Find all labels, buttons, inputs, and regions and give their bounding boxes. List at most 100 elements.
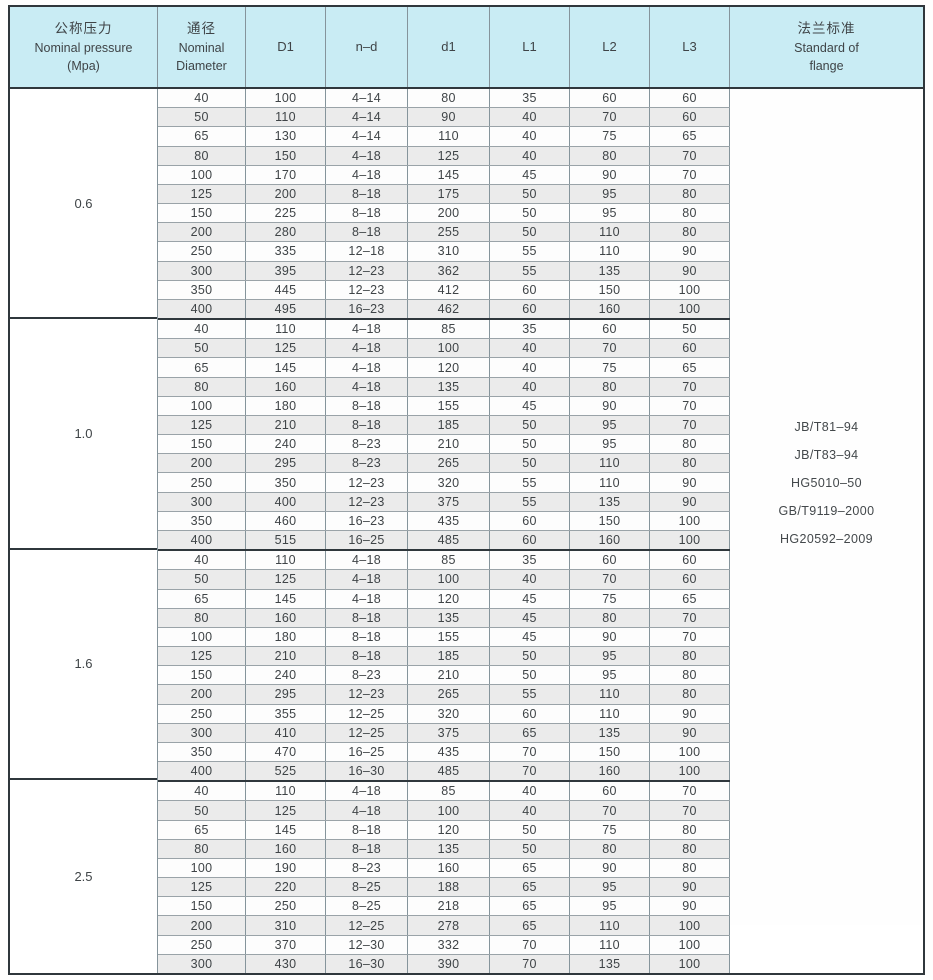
table-cell: 60 xyxy=(490,280,570,299)
table-cell: 70 xyxy=(570,108,650,127)
table-cell: 130 xyxy=(246,127,326,146)
table-cell: 8–18 xyxy=(326,184,408,204)
table-cell: 100 xyxy=(650,916,730,935)
table-cell: 95 xyxy=(570,647,650,666)
table-cell: 70 xyxy=(490,762,570,781)
table-row: 80 160 8–18 135 50 80 80 xyxy=(158,838,730,858)
table-cell: 8–18 xyxy=(326,396,408,415)
table-cell: 65 xyxy=(158,820,246,839)
table-cell: 100 xyxy=(158,396,246,415)
table-cell: 70 xyxy=(490,742,570,762)
table-cell: 150 xyxy=(570,742,650,762)
table-cell: 60 xyxy=(570,782,650,801)
table-cell: 65 xyxy=(650,589,730,608)
header-cell-nominal-pressure: 公称压力 Nominal pressure (Mpa) xyxy=(10,7,158,87)
table-cell: 100 xyxy=(650,954,730,973)
table-cell: 4–14 xyxy=(326,108,408,127)
table-cell: 65 xyxy=(158,127,246,146)
table-cell: 100 xyxy=(650,511,730,530)
header-cell-l3: L3 xyxy=(650,7,730,87)
header-cell-n-d: n–d xyxy=(326,7,408,87)
table-cell: 4–14 xyxy=(326,89,408,108)
table-cell: 460 xyxy=(246,511,326,530)
table-cell: 200 xyxy=(158,454,246,473)
table-cell: 350 xyxy=(158,742,246,762)
table-cell: 160 xyxy=(246,839,326,858)
header-cell-d1-outer: D1 xyxy=(246,7,326,87)
table-cell: 80 xyxy=(408,89,490,108)
table-cell: 40 xyxy=(490,127,570,146)
table-cell: 4–14 xyxy=(326,127,408,146)
table-cell: 55 xyxy=(490,242,570,261)
table-row: 400 495 16–23 462 60 160 100 xyxy=(158,298,730,319)
table-row: 40 110 4–18 85 35 60 50 xyxy=(158,320,730,339)
table-cell: 185 xyxy=(408,647,490,666)
table-cell: 40 xyxy=(490,339,570,358)
table-row: 100 180 8–18 155 45 90 70 xyxy=(158,626,730,647)
table-cell: 60 xyxy=(650,570,730,589)
table-cell: 8–18 xyxy=(326,204,408,223)
flange-spec-table: 公称压力 Nominal pressure (Mpa) 通径 Nominal D… xyxy=(8,5,925,975)
table-cell: 8–18 xyxy=(326,647,408,666)
standard-item: HG20592–2009 xyxy=(779,532,874,546)
table-cell: 80 xyxy=(570,377,650,396)
header-label: L2 xyxy=(602,38,617,54)
pressure-group-rows: 40 100 4–14 80 35 60 60 50 110 4–14 90 40 70 60 65 130 4… xyxy=(158,89,730,319)
table-cell: 125 xyxy=(158,647,246,666)
table-cell: 135 xyxy=(570,261,650,280)
table-cell: 400 xyxy=(246,492,326,511)
table-cell: 80 xyxy=(158,146,246,165)
table-cell: 8–25 xyxy=(326,897,408,916)
table-row: 80 160 4–18 135 40 80 70 xyxy=(158,376,730,396)
table-cell: 180 xyxy=(246,396,326,415)
table-cell: 100 xyxy=(650,762,730,781)
table-cell: 8–18 xyxy=(326,608,408,627)
table-cell: 8–18 xyxy=(326,839,408,858)
table-row: 350 470 16–25 435 70 150 100 xyxy=(158,741,730,762)
table-cell: 265 xyxy=(408,685,490,704)
table-row: 65 145 8–18 120 50 75 80 xyxy=(158,819,730,839)
table-cell: 90 xyxy=(570,627,650,647)
table-cell: 410 xyxy=(246,723,326,742)
table-cell: 160 xyxy=(570,299,650,319)
table-cell: 80 xyxy=(158,377,246,396)
table-cell: 220 xyxy=(246,878,326,897)
table-cell: 85 xyxy=(408,782,490,801)
table-cell: 65 xyxy=(490,916,570,935)
pressure-group-label: 0.6 xyxy=(74,195,93,211)
table-cell: 100 xyxy=(650,530,730,550)
table-cell: 110 xyxy=(570,704,650,723)
table-cell: 4–18 xyxy=(326,320,408,339)
table-row: 250 370 12–30 332 70 110 100 xyxy=(158,934,730,954)
table-row: 50 125 4–18 100 40 70 70 xyxy=(158,800,730,820)
table-cell: 45 xyxy=(490,589,570,608)
table-cell: 300 xyxy=(158,954,246,973)
table-cell: 470 xyxy=(246,742,326,762)
table-cell: 60 xyxy=(570,89,650,108)
table-cell: 65 xyxy=(490,723,570,742)
data-rows: 40 100 4–14 80 35 60 60 50 110 4–14 90 40 70 60 65 130 4… xyxy=(158,89,730,973)
table-cell: 16–23 xyxy=(326,299,408,319)
table-cell: 495 xyxy=(246,299,326,319)
header-label-zh: 通径 xyxy=(187,21,216,37)
table-cell: 90 xyxy=(650,897,730,916)
table-cell: 120 xyxy=(408,358,490,377)
table-cell: 95 xyxy=(570,666,650,685)
table-cell: 200 xyxy=(158,223,246,242)
standard-item: JB/T83–94 xyxy=(794,448,859,462)
table-cell: 90 xyxy=(650,242,730,261)
table-cell: 145 xyxy=(246,820,326,839)
table-cell: 150 xyxy=(158,897,246,916)
table-cell: 210 xyxy=(246,647,326,666)
table-cell: 155 xyxy=(408,627,490,647)
table-cell: 70 xyxy=(650,608,730,627)
table-cell: 75 xyxy=(570,127,650,146)
table-cell: 100 xyxy=(246,89,326,108)
table-cell: 200 xyxy=(158,916,246,935)
table-cell: 50 xyxy=(490,647,570,666)
table-cell: 90 xyxy=(570,165,650,184)
pressure-column: 0.6 1.0 1.6 2.5 xyxy=(10,89,158,973)
table-cell: 350 xyxy=(246,473,326,492)
table-row: 300 395 12–23 362 55 135 90 xyxy=(158,260,730,280)
table-cell: 40 xyxy=(490,146,570,165)
